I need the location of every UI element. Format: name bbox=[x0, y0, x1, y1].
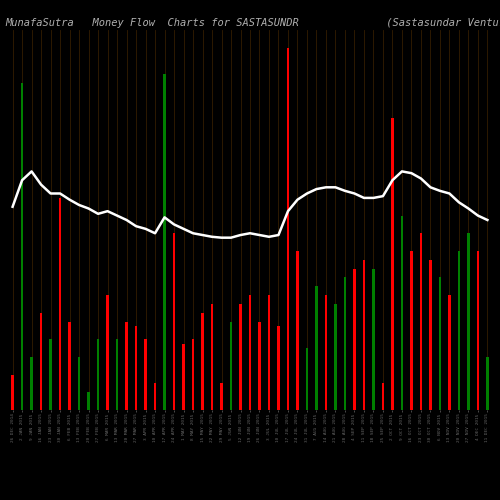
Bar bbox=[306, 348, 308, 410]
Bar bbox=[21, 83, 24, 410]
Bar bbox=[78, 357, 80, 410]
Bar bbox=[202, 313, 203, 410]
Bar bbox=[116, 340, 118, 410]
Bar bbox=[344, 278, 346, 410]
Bar bbox=[476, 251, 479, 410]
Bar bbox=[458, 251, 460, 410]
Bar bbox=[40, 313, 42, 410]
Bar bbox=[401, 216, 403, 410]
Bar bbox=[410, 251, 412, 410]
Bar bbox=[68, 322, 71, 410]
Bar bbox=[164, 74, 166, 410]
Bar bbox=[240, 304, 242, 410]
Bar bbox=[392, 118, 394, 410]
Bar bbox=[316, 286, 318, 410]
Bar bbox=[211, 304, 213, 410]
Bar bbox=[334, 304, 336, 410]
Bar bbox=[220, 384, 222, 410]
Bar bbox=[278, 326, 280, 410]
Bar bbox=[268, 295, 270, 410]
Bar bbox=[363, 260, 365, 410]
Bar bbox=[382, 384, 384, 410]
Bar bbox=[97, 340, 99, 410]
Bar bbox=[325, 295, 327, 410]
Bar bbox=[438, 278, 441, 410]
Bar bbox=[182, 344, 184, 410]
Bar bbox=[230, 322, 232, 410]
Bar bbox=[249, 295, 251, 410]
Bar bbox=[467, 234, 469, 410]
Bar bbox=[173, 234, 175, 410]
Bar bbox=[448, 295, 450, 410]
Bar bbox=[126, 322, 128, 410]
Bar bbox=[354, 268, 356, 410]
Bar bbox=[372, 268, 374, 410]
Bar bbox=[135, 326, 137, 410]
Text: MunafaSutra   Money Flow  Charts for SASTASUNDR              (Sastasundar Ventur: MunafaSutra Money Flow Charts for SASTAS… bbox=[5, 18, 500, 28]
Bar bbox=[296, 251, 298, 410]
Bar bbox=[154, 384, 156, 410]
Bar bbox=[12, 374, 14, 410]
Bar bbox=[59, 198, 62, 410]
Bar bbox=[420, 234, 422, 410]
Bar bbox=[429, 260, 432, 410]
Bar bbox=[50, 340, 52, 410]
Bar bbox=[30, 357, 33, 410]
Bar bbox=[192, 340, 194, 410]
Bar bbox=[287, 48, 289, 410]
Bar bbox=[486, 357, 488, 410]
Bar bbox=[88, 392, 90, 410]
Bar bbox=[106, 295, 108, 410]
Bar bbox=[258, 322, 260, 410]
Bar bbox=[144, 340, 146, 410]
